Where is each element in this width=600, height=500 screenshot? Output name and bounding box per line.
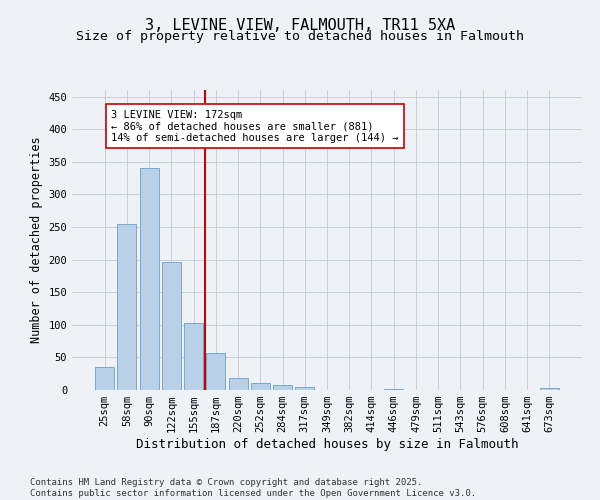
Text: 3, LEVINE VIEW, FALMOUTH, TR11 5XA: 3, LEVINE VIEW, FALMOUTH, TR11 5XA xyxy=(145,18,455,32)
Bar xyxy=(118,224,136,390)
Bar xyxy=(162,262,181,390)
Bar xyxy=(95,367,114,390)
Bar xyxy=(295,386,314,390)
Text: Size of property relative to detached houses in Falmouth: Size of property relative to detached ho… xyxy=(76,30,524,43)
Text: Contains HM Land Registry data © Crown copyright and database right 2025.
Contai: Contains HM Land Registry data © Crown c… xyxy=(30,478,476,498)
Bar xyxy=(140,168,158,390)
Y-axis label: Number of detached properties: Number of detached properties xyxy=(30,136,43,344)
Bar xyxy=(540,388,559,390)
Text: 3 LEVINE VIEW: 172sqm
← 86% of detached houses are smaller (881)
14% of semi-det: 3 LEVINE VIEW: 172sqm ← 86% of detached … xyxy=(112,110,399,143)
Bar xyxy=(229,378,248,390)
Bar xyxy=(206,353,225,390)
Bar xyxy=(273,386,292,390)
Bar xyxy=(184,323,203,390)
X-axis label: Distribution of detached houses by size in Falmouth: Distribution of detached houses by size … xyxy=(136,438,518,451)
Bar xyxy=(251,384,270,390)
